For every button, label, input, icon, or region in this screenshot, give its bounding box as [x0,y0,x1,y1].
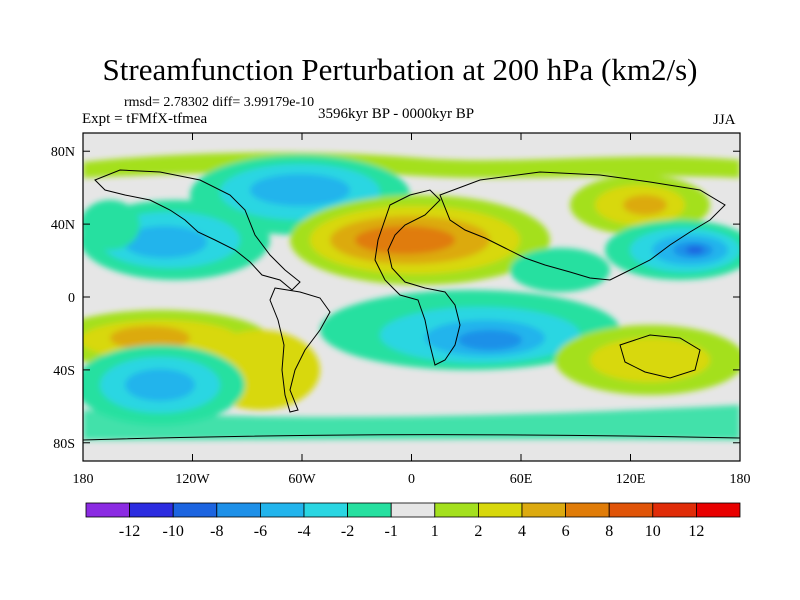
colorbar-swatch [303,502,348,518]
chart-title: Streamfunction Perturbation at 200 hPa (… [102,52,698,87]
colorbar-swatch [434,502,479,518]
colorbar-label: -12 [119,523,140,540]
colorbar-label: -6 [254,523,267,540]
colorbar-label: 10 [645,523,661,540]
colorbar-label: 2 [474,523,482,540]
colorbar-swatch [477,502,523,518]
colorbar-swatch [390,502,436,518]
colorbar-swatch [565,502,610,518]
x-tick-label: 120E [616,472,646,487]
colorbar-label: -8 [210,523,223,540]
colorbar-swatch [129,502,174,518]
y-tick-label: 40N [51,218,75,233]
colorbar-swatch [259,502,305,518]
x-axis: 180 120W 60W 0 60E 120E 180 [73,133,751,487]
colorbar-label: -10 [163,523,184,540]
colorbar-swatch [85,502,130,518]
y-axis: 80N 40N 0 40S 80S [51,145,740,452]
colorbar-swatch [521,502,566,518]
colorbar-swatch [652,502,697,518]
x-tick-label: 60E [510,472,533,487]
y-tick-label: 0 [68,291,75,306]
coastlines [83,169,740,441]
colorbar-label: -2 [341,523,354,540]
contour-field [83,133,740,461]
x-tick-label: 120W [175,472,210,487]
colorbar-label: 12 [688,523,704,540]
x-tick-label: 180 [73,472,94,487]
colorbar: -12 -10 -8 -6 -4 -2 -1 1 2 4 6 8 10 12 [85,502,741,540]
colorbar-label: -4 [297,523,310,540]
colorbar-swatch [172,502,218,518]
colorbar-label: -1 [385,523,398,540]
experiment-label: Expt = tFMfX-tfmea [82,111,208,127]
colorbar-swatch [696,502,741,518]
y-tick-label: 80S [53,437,75,452]
colorbar-label: 1 [431,523,439,540]
colorbar-swatch [347,502,392,518]
colorbar-label: 8 [605,523,613,540]
x-tick-label: 180 [730,472,751,487]
rmsd-stats: rmsd= 2.78302 diff= 3.99179e-10 [124,95,315,110]
colorbar-swatch [608,502,654,518]
season-label: JJA [713,112,736,128]
period-label: 3596kyr BP - 0000kyr BP [318,106,475,122]
x-tick-label: 60W [288,472,316,487]
colorbar-label: 6 [562,523,570,540]
colorbar-swatch [216,502,261,518]
colorbar-label: 4 [518,523,526,540]
y-tick-label: 80N [51,145,75,160]
y-tick-label: 40S [53,364,75,379]
x-tick-label: 0 [408,472,415,487]
